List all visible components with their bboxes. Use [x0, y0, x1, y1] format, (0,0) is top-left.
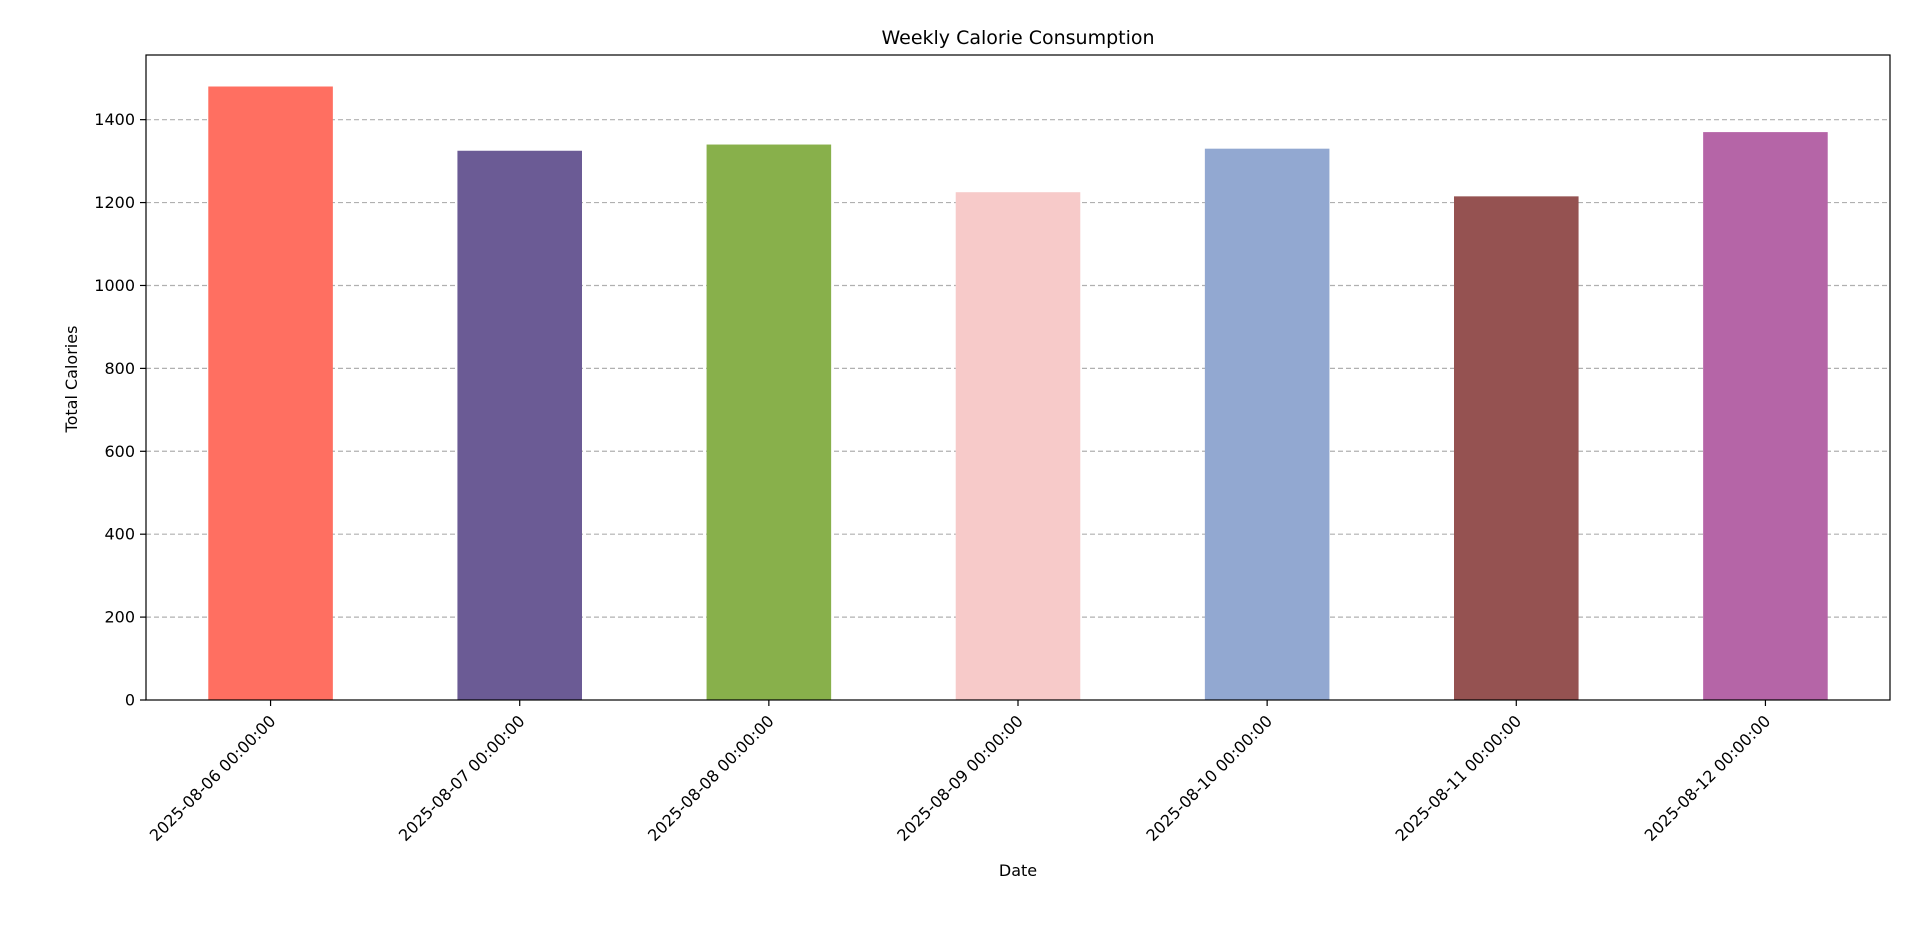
- y-tick-label: 1000: [94, 276, 135, 295]
- x-axis-label: Date: [999, 861, 1037, 880]
- y-tick-label: 1200: [94, 193, 135, 212]
- bars: [208, 86, 1828, 701]
- bar: [457, 150, 582, 701]
- y-tick-label: 800: [104, 359, 135, 378]
- y-tick-label: 400: [104, 525, 135, 544]
- bar: [955, 192, 1081, 700]
- y-tick-label: 600: [104, 442, 135, 461]
- y-tick-label: 0: [125, 691, 135, 710]
- y-tick-label: 1400: [94, 110, 135, 129]
- bar: [706, 144, 832, 700]
- y-axis-label: Total Calories: [62, 326, 81, 434]
- y-axis-ticks: 0 200 400 600 800 1000 1200 1400: [94, 110, 146, 710]
- bar: [1454, 196, 1579, 700]
- bar: [208, 86, 333, 701]
- chart-title: Weekly Calorie Consumption: [881, 27, 1154, 49]
- bar: [1703, 132, 1828, 700]
- y-tick-label: 200: [104, 608, 135, 627]
- bar: [1204, 148, 1330, 701]
